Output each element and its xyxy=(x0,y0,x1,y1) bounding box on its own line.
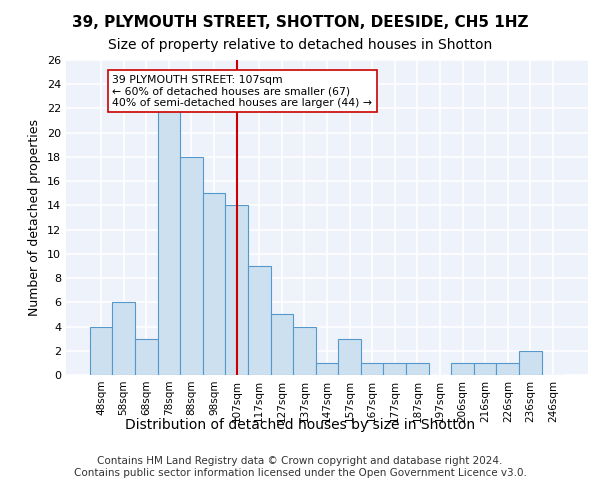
Bar xyxy=(112,302,135,375)
Bar xyxy=(496,363,519,375)
Text: 39, PLYMOUTH STREET, SHOTTON, DEESIDE, CH5 1HZ: 39, PLYMOUTH STREET, SHOTTON, DEESIDE, C… xyxy=(72,15,528,30)
Bar xyxy=(180,157,203,375)
Bar xyxy=(474,363,496,375)
Bar xyxy=(316,363,338,375)
Bar xyxy=(271,314,293,375)
Bar xyxy=(135,338,158,375)
Bar xyxy=(361,363,383,375)
Bar xyxy=(293,326,316,375)
Bar xyxy=(406,363,428,375)
Bar xyxy=(383,363,406,375)
Bar xyxy=(158,108,180,375)
Bar xyxy=(519,351,542,375)
Bar xyxy=(226,206,248,375)
Bar xyxy=(203,194,226,375)
Bar xyxy=(338,338,361,375)
Bar xyxy=(451,363,474,375)
Text: 39 PLYMOUTH STREET: 107sqm
← 60% of detached houses are smaller (67)
40% of semi: 39 PLYMOUTH STREET: 107sqm ← 60% of deta… xyxy=(112,74,373,108)
Text: Size of property relative to detached houses in Shotton: Size of property relative to detached ho… xyxy=(108,38,492,52)
Bar xyxy=(248,266,271,375)
Bar xyxy=(90,326,112,375)
Text: Distribution of detached houses by size in Shotton: Distribution of detached houses by size … xyxy=(125,418,475,432)
Text: Contains HM Land Registry data © Crown copyright and database right 2024.
Contai: Contains HM Land Registry data © Crown c… xyxy=(74,456,526,477)
Y-axis label: Number of detached properties: Number of detached properties xyxy=(28,119,41,316)
